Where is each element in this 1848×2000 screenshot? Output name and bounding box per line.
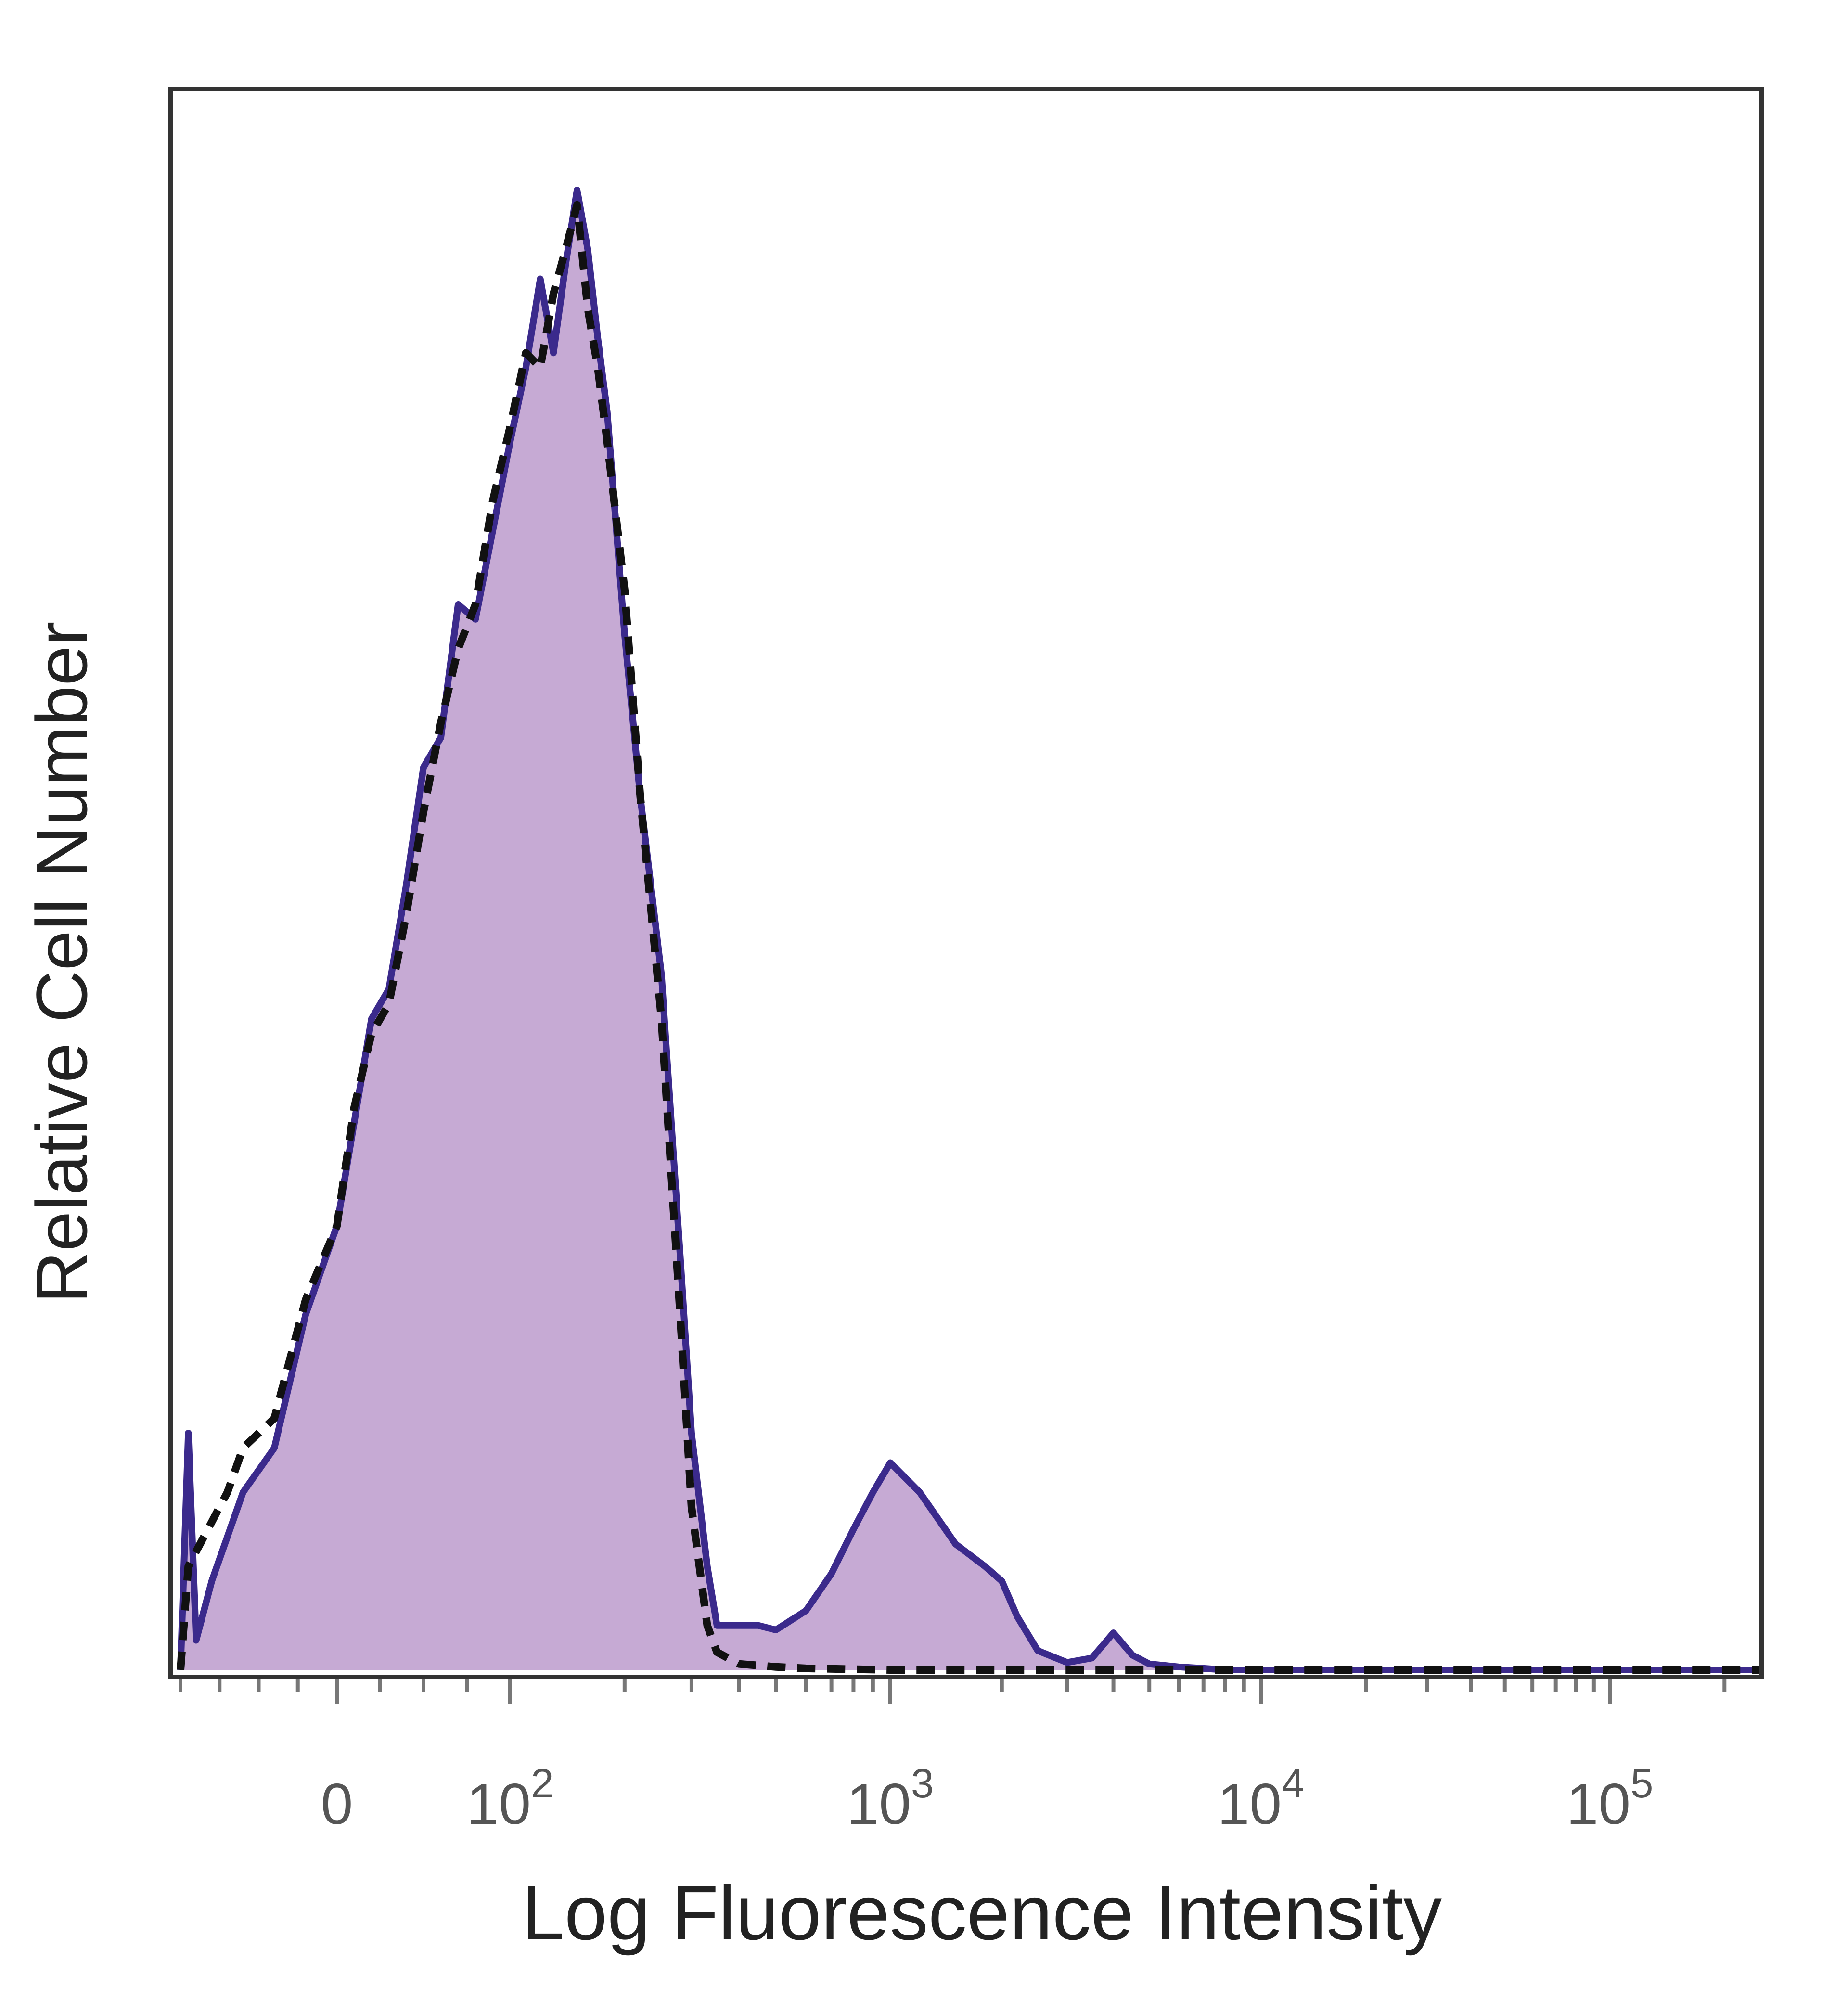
x-tick-label: 104 — [1218, 1761, 1305, 1836]
x-axis: 0 102 103 104 105 — [179, 1677, 1727, 1836]
stained-histogram-fill — [180, 190, 1761, 1670]
y-axis-label: Relative Cell Number — [21, 621, 102, 1303]
isotype-histogram-dashed-line — [177, 201, 1761, 1674]
plot-frame — [168, 87, 1764, 1679]
x-tick-label: 0 — [321, 1772, 353, 1836]
x-tick-label: 105 — [1566, 1761, 1654, 1836]
plot-area — [177, 187, 1761, 1674]
x-axis-label: Log Fluorescence Intensity — [522, 1870, 1442, 1956]
x-tick-label: 102 — [467, 1761, 554, 1836]
x-tick-label: 103 — [847, 1761, 934, 1836]
